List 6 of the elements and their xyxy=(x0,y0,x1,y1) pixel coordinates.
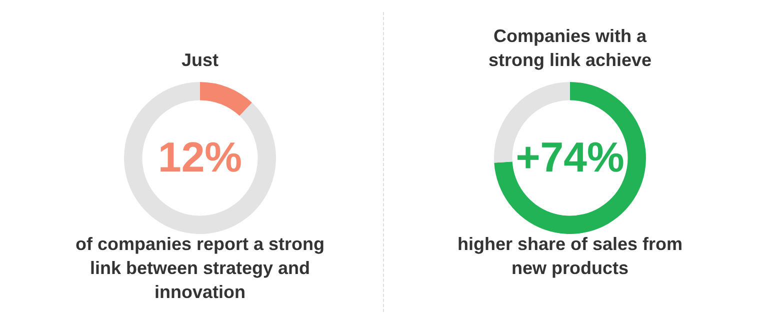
text: of companies report a strong link between strategy and innovation xyxy=(74,233,326,304)
text: higher share of sales from new products xyxy=(456,233,684,280)
data-label: +74% xyxy=(516,134,624,181)
data-label: 12% xyxy=(158,134,242,181)
chart-title: Just xyxy=(180,49,220,72)
chart-title: Companies with a strong link achieve xyxy=(487,25,653,72)
